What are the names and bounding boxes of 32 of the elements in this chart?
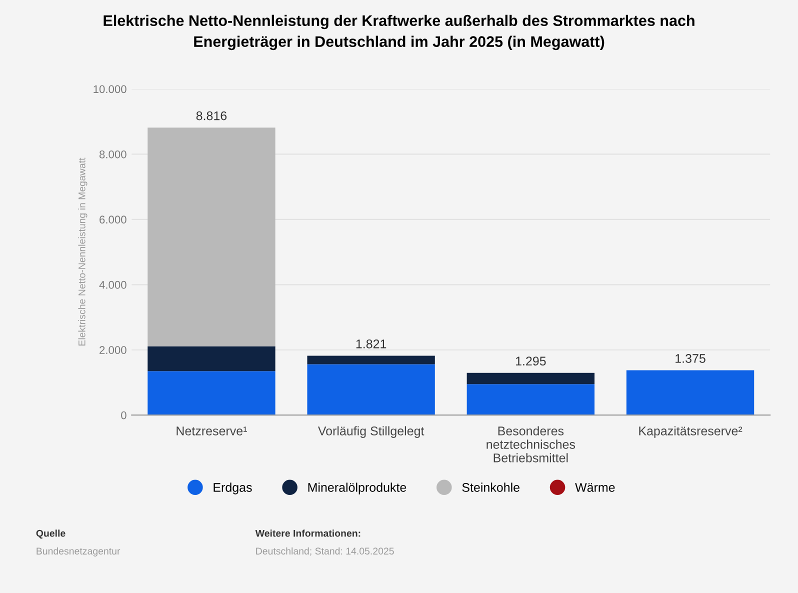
- legend-label: Steinkohle: [462, 482, 520, 492]
- total-label: 1.821: [356, 339, 386, 348]
- total-label: 1.295: [516, 356, 546, 366]
- y-tick-label: 10.000: [94, 85, 126, 94]
- text: Quelle: [36, 530, 66, 539]
- text: Weitere Informationen:: [255, 530, 360, 537]
- bar: [148, 371, 276, 416]
- y-tick-label: 4.000: [99, 280, 126, 289]
- text: Deutschland; Stand: 14.05.2025: [256, 547, 394, 556]
- y-tick-label: 0: [121, 411, 126, 420]
- bar: [626, 370, 754, 416]
- x-tick-label: Vorläufig Stillgelegt: [318, 426, 424, 438]
- x-tick-label: Kapazitätsreserve²: [639, 426, 742, 438]
- bar: [148, 346, 276, 372]
- bar: [148, 128, 276, 346]
- bar: [307, 364, 435, 416]
- y-axis-title: Elektrische Netto-Nennleistung in Megawatt: [78, 158, 88, 346]
- total-label: 1.375: [676, 354, 706, 363]
- legend-label: Wärme: [575, 483, 615, 492]
- legend-label: Erdgas: [214, 482, 252, 494]
- y-tick-label: 8.000: [99, 150, 126, 158]
- legend-label: Mineralölprodukte: [308, 482, 406, 494]
- text: Bundesnetzagentur: [36, 547, 120, 556]
- y-tick-label: 6.000: [100, 216, 126, 224]
- bar: [466, 372, 595, 384]
- chart-title: Elektrische Netto-Nennleistung der Kraftwerke außerhalb des Strommarktes nach Energieträger in Deutschland im Jahr 2025 (in Megawatt): [104, 14, 694, 50]
- bar: [466, 384, 595, 416]
- x-tick-label: Besonderes netztechnisches Betriebsmittel: [486, 426, 576, 462]
- bar: [307, 356, 435, 364]
- total-label: 8.816: [196, 111, 227, 120]
- x-tick-label: Netzreserve¹: [176, 426, 247, 436]
- y-tick-label: 2.000: [100, 346, 126, 354]
